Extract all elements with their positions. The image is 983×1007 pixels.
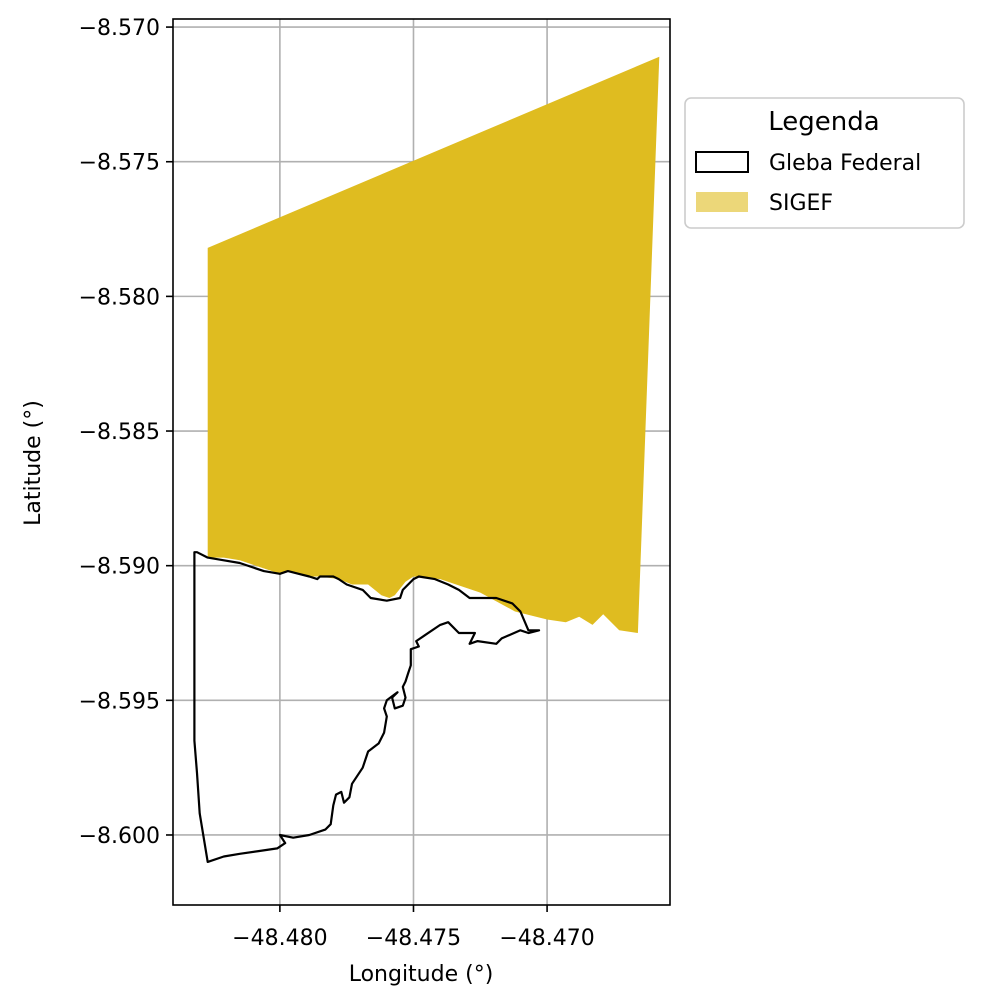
ticks: −48.480 −48.475 −48.470 −8.570 −8.575 −8.580 −… — [79, 16, 595, 951]
legend: Legenda Gleba Federal SIGEF — [684, 97, 965, 229]
axes-frame — [172, 18, 671, 906]
y-tick-label: −8.580 — [79, 285, 160, 310]
polygon-gleba-federal — [193, 551, 541, 864]
x-tick-label: −48.475 — [366, 926, 461, 951]
plot-area — [193, 56, 660, 864]
legend-title: Legenda — [768, 107, 879, 137]
x-tick-label: −48.470 — [499, 926, 594, 951]
legend-label-sigef: SIGEF — [769, 191, 833, 216]
y-tick-label: −8.600 — [79, 824, 160, 849]
polygon-sigef — [207, 56, 660, 633]
legend-swatch-gleba-federal — [695, 151, 749, 173]
y-tick-label: −8.590 — [79, 555, 160, 580]
y-tick-label: −8.585 — [79, 420, 160, 445]
y-tick-label: −8.570 — [79, 16, 160, 41]
y-axis-label: Latitude (°) — [21, 400, 46, 526]
legend-box — [684, 97, 965, 229]
legend-label-gleba-federal: Gleba Federal — [769, 151, 921, 176]
legend-swatch-sigef — [696, 192, 748, 212]
y-tick-label: −8.575 — [79, 151, 160, 176]
y-tick-label: −8.595 — [79, 689, 160, 714]
x-axis-label: Longitude (°) — [349, 962, 494, 987]
x-tick-label: −48.480 — [232, 926, 327, 951]
